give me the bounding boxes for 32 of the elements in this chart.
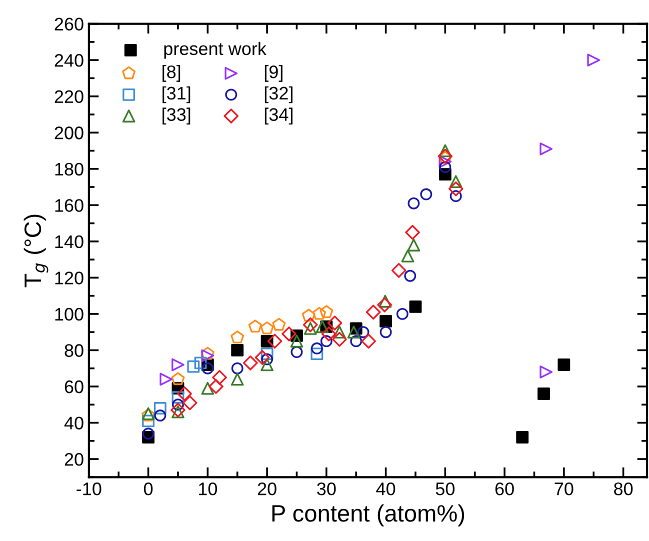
y-tick-label: 160 [55, 199, 84, 212]
legend-label: present work [164, 42, 266, 59]
x-tick-label: 10 [199, 482, 218, 496]
x-tick-label: 60 [495, 482, 514, 496]
x-tick-label: 30 [317, 482, 336, 496]
legend-label: [34] [264, 108, 292, 125]
y-tick-label: 140 [55, 235, 84, 248]
legend-label: [31] [162, 86, 190, 104]
x-tick-label: 50 [436, 482, 455, 496]
legend-label: [32] [264, 86, 292, 104]
y-tick-label: 100 [55, 308, 84, 321]
y-tick-label: 40 [64, 416, 84, 430]
y-tick-label: 80 [64, 344, 84, 357]
y-tick-label: 200 [54, 126, 84, 140]
y-tick-label: 120 [55, 272, 84, 284]
x-axis-title: P content (atom%) [272, 504, 464, 526]
y-tick-label: 240 [54, 54, 84, 67]
y-tick-label: 180 [55, 162, 84, 176]
legend-label: [8] [162, 64, 180, 82]
y-tick-label: 260 [54, 18, 84, 31]
x-tick-label: 80 [614, 482, 633, 496]
y-tick-label: 20 [64, 452, 84, 466]
x-tick-label: 20 [258, 482, 276, 496]
legend-label: [33] [162, 108, 190, 125]
y-tick-label: 60 [64, 380, 84, 394]
x-tick-label: 70 [554, 482, 574, 496]
y-axis-title: T$_{g}$ (°C) [24, 214, 48, 288]
y-tick-label: 220 [54, 90, 84, 104]
x-tick-label: 0 [144, 482, 153, 496]
x-tick-label: 40 [376, 482, 396, 496]
legend-label: [9] [264, 64, 282, 82]
x-tick-label: -10 [76, 482, 102, 496]
